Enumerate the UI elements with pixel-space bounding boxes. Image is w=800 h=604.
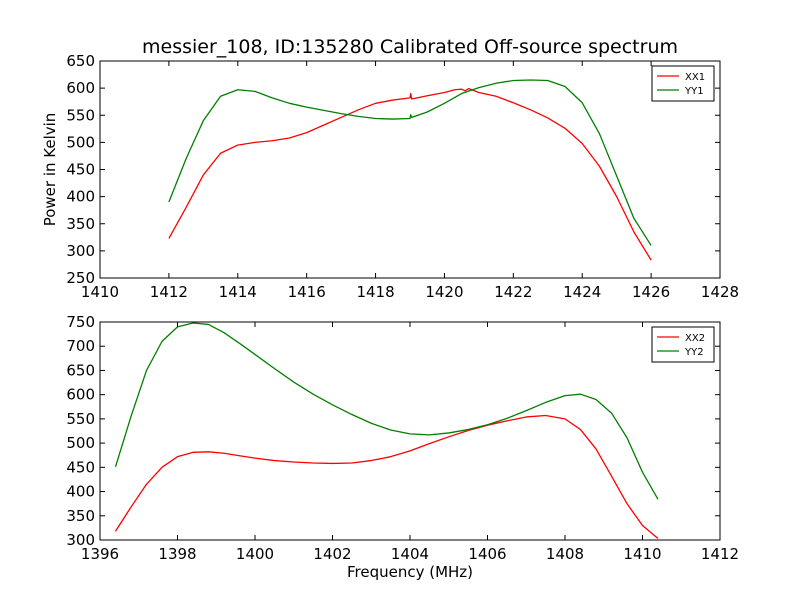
series-line-yy1 (168, 79, 652, 246)
figure-title: messier_108, ID:135280 Calibrated Off-so… (142, 36, 678, 58)
x-tick-label: 1406 (468, 545, 506, 563)
x-tick-label: 1398 (158, 545, 196, 563)
x-tick-label: 1412 (701, 545, 739, 563)
y-tick-label: 600 (66, 386, 95, 404)
y-axis-label: Power in Kelvin (41, 113, 59, 227)
y-tick-label: 300 (66, 242, 95, 260)
legend-label: XX1 (685, 72, 705, 83)
x-tick-label: 1400 (236, 545, 274, 563)
x-tick-label: 1422 (494, 283, 532, 301)
y-tick-label: 400 (66, 188, 95, 206)
x-tick-label: 1404 (391, 545, 429, 563)
x-tick-label: 1396 (81, 545, 119, 563)
y-tick-label: 450 (66, 458, 95, 476)
y-tick-label: 650 (66, 52, 95, 70)
x-tick-label: 1410 (81, 283, 119, 301)
y-tick-label: 350 (66, 215, 95, 233)
y-tick-label: 550 (66, 106, 95, 124)
x-axis-label: Frequency (MHz) (347, 563, 473, 581)
legend-box (651, 65, 715, 102)
x-tick-label: 1408 (546, 545, 584, 563)
x-tick-label: 1410 (623, 545, 661, 563)
y-tick-label: 650 (66, 361, 95, 379)
y-tick-label: 300 (66, 531, 95, 549)
series-line-yy2 (114, 322, 659, 500)
series-line-xx2 (114, 414, 659, 540)
x-tick-label: 1426 (632, 283, 670, 301)
x-tick-label: 1418 (356, 283, 394, 301)
y-tick-label: 400 (66, 483, 95, 501)
x-tick-label: 1424 (563, 283, 601, 301)
y-tick-label: 500 (66, 133, 95, 151)
y-tick-label: 600 (66, 79, 95, 97)
y-tick-label: 750 (66, 313, 95, 331)
y-tick-label: 350 (66, 507, 95, 525)
x-tick-label: 1420 (425, 283, 463, 301)
y-tick-label: 700 (66, 337, 95, 355)
legend-box (651, 326, 715, 363)
y-tick-label: 250 (66, 269, 95, 287)
x-tick-label: 1428 (701, 283, 739, 301)
x-tick-label: 1414 (219, 283, 257, 301)
y-tick-label: 450 (66, 161, 95, 179)
x-tick-label: 1412 (150, 283, 188, 301)
x-tick-label: 1402 (313, 545, 351, 563)
legend-label: YY2 (684, 347, 704, 358)
y-tick-label: 500 (66, 434, 95, 452)
x-tick-label: 1416 (288, 283, 326, 301)
panel-top: 1410 1412 1414 1416 1418 1420 1422 1424 1426 1428… (41, 52, 739, 301)
y-tick-label: 550 (66, 410, 95, 428)
legend-label: XX2 (685, 333, 705, 344)
series-line-xx1 (168, 88, 652, 261)
panel-bottom: 1396 1398 1400 1402 1404 1406 1408 1410 1412 300 3… (66, 313, 739, 581)
legend-label: YY1 (684, 86, 704, 97)
